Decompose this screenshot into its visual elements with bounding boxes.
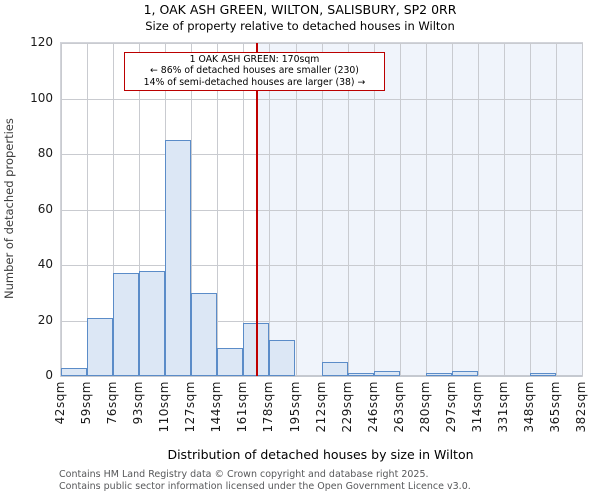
annotation-line-1: 1 OAK ASH GREEN: 170sqm — [189, 54, 320, 65]
x-tick-label: 59sqm — [79, 381, 93, 425]
v-gridline — [217, 43, 219, 376]
y-tick-label: 40 — [37, 257, 53, 271]
histogram-bar — [425, 373, 452, 376]
v-gridline — [529, 43, 531, 376]
v-gridline — [451, 43, 453, 376]
histogram-bar — [373, 370, 400, 376]
x-tick-label: 229sqm — [339, 381, 354, 433]
x-tick-label: 42sqm — [53, 381, 67, 425]
v-gridline — [191, 43, 193, 376]
y-tick-label: 20 — [37, 312, 53, 327]
footer-line-1: Contains HM Land Registry data © Crown c… — [59, 469, 429, 480]
histogram-bar — [451, 370, 478, 376]
x-tick-label: 93sqm — [131, 381, 146, 425]
chart-subtitle: Size of property relative to detached ho… — [145, 18, 455, 33]
y-tick-label: 80 — [37, 146, 53, 160]
x-axis-title: Distribution of detached houses by size … — [167, 447, 474, 462]
v-gridline — [425, 43, 427, 376]
x-tick-label: 331sqm — [495, 381, 510, 433]
plot-area — [60, 42, 583, 377]
x-axis-line — [61, 375, 582, 377]
histogram-bar — [191, 292, 218, 376]
x-tick-label: 76sqm — [105, 381, 120, 425]
histogram-bar — [113, 273, 140, 376]
x-tick-label: 127sqm — [183, 381, 198, 433]
histogram-bar — [217, 348, 244, 376]
histogram-bar — [139, 270, 166, 376]
histogram-bar — [321, 362, 348, 376]
x-tick-label: 178sqm — [261, 381, 276, 433]
y-tick-label: 100 — [30, 90, 53, 105]
footer-line-2: Contains public sector information licen… — [59, 480, 471, 492]
x-tick-label: 365sqm — [548, 381, 562, 433]
v-gridline — [347, 43, 349, 376]
x-tick-label: 382sqm — [574, 381, 588, 433]
histogram-bar — [87, 317, 114, 376]
y-tick-label: 120 — [30, 35, 53, 49]
v-gridline — [582, 43, 583, 376]
annotation-line-2: ← 86% of detached houses are smaller (23… — [150, 65, 359, 77]
v-gridline — [139, 43, 141, 376]
chart-title: 1, OAK ASH GREEN, WILTON, SALISBURY, SP2… — [143, 2, 457, 17]
v-gridline — [87, 43, 89, 376]
x-tick-label: 195sqm — [287, 381, 302, 433]
histogram-bar — [165, 140, 192, 376]
annotation-line-3: 14% of semi-detached houses are larger (… — [143, 76, 366, 88]
v-gridline — [556, 43, 557, 376]
x-tick-label: 280sqm — [417, 381, 432, 433]
v-gridline — [113, 43, 115, 376]
v-gridline — [61, 43, 62, 376]
x-tick-label: 263sqm — [391, 381, 406, 433]
x-tick-label: 314sqm — [469, 381, 484, 433]
v-gridline — [321, 43, 323, 376]
x-tick-label: 297sqm — [443, 381, 458, 433]
property-size-marker-line — [256, 43, 258, 376]
y-tick-label: 0 — [45, 368, 53, 382]
v-gridline — [399, 43, 401, 376]
histogram-bar — [529, 373, 556, 376]
histogram-bar — [61, 367, 88, 376]
x-tick-label: 161sqm — [235, 381, 250, 433]
x-tick-label: 144sqm — [209, 381, 224, 433]
x-tick-label: 212sqm — [313, 381, 328, 433]
histogram-bar — [269, 339, 296, 376]
v-gridline — [269, 43, 271, 376]
histogram-bar — [347, 373, 374, 376]
x-tick-label: 348sqm — [521, 381, 536, 433]
x-tick-label: 246sqm — [365, 381, 380, 433]
v-gridline — [295, 43, 297, 376]
annotation-box: 1 OAK ASH GREEN: 170sqm ← 86% of detache… — [124, 52, 385, 92]
v-gridline — [503, 43, 505, 376]
v-gridline — [477, 43, 479, 376]
v-gridline — [243, 43, 245, 376]
x-tick-label: 110sqm — [157, 381, 172, 433]
y-tick-label: 60 — [37, 201, 53, 216]
v-gridline — [373, 43, 375, 376]
